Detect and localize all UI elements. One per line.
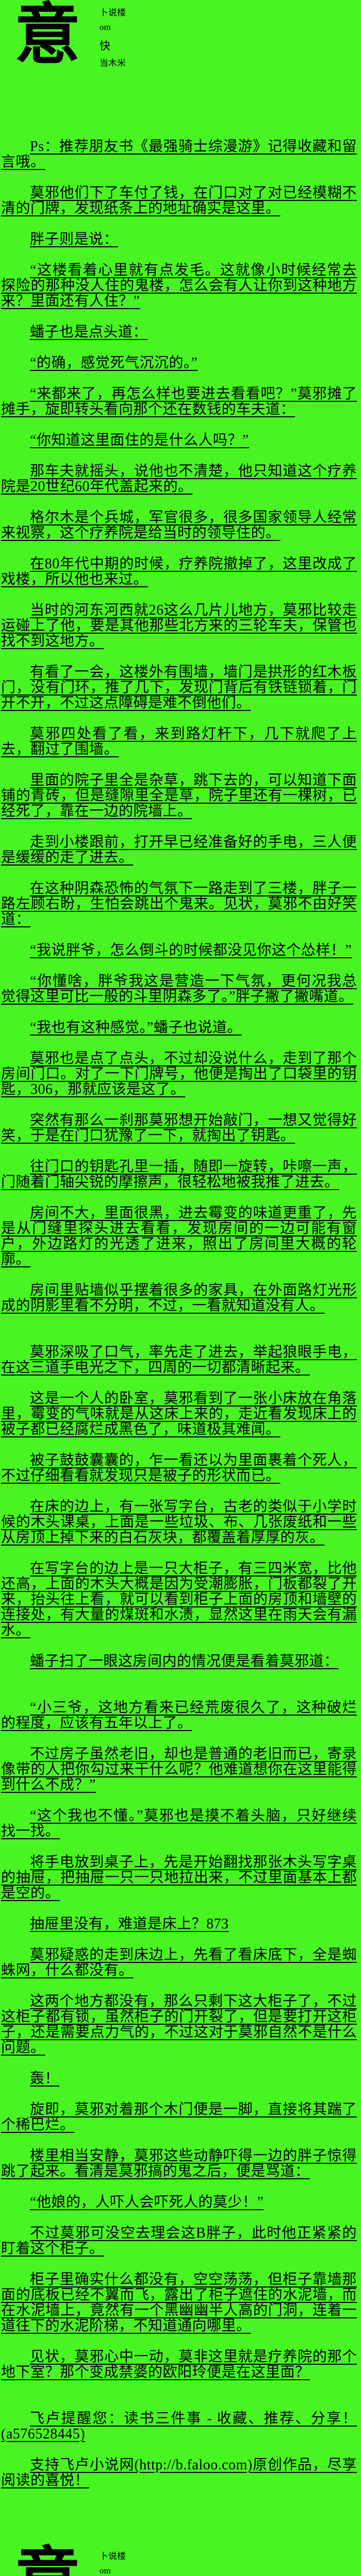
- novel-paragraph: 莫邪也是点了点头，不过却没说什么，走到了那个房间门口。对了一下门牌号，他便是掏出…: [1, 1050, 357, 1097]
- novel-paragraph: 不过莫邪可没空去理会这B胖子，此时他正紧紧的盯着这个柜子。: [1, 2225, 357, 2257]
- novel-paragraph: 里面的院子里全是杂草，跳下去的，可以知道下面铺的青砖，但是缝隙里全是草，院子里还…: [1, 772, 357, 819]
- watermark-fragments: 卜说楼 om 快 兑楼: [100, 2552, 126, 2576]
- watermark-bottom: 意 卜说楼 om 快 兑楼: [14, 2537, 126, 2576]
- novel-paragraph: 走到小楼跟前，打开早已经准备好的手电，三人便是缓缓的走了进去。: [1, 834, 357, 866]
- watermark-fragment: om: [100, 2566, 111, 2575]
- novel-paragraph: 房间里贴墙似乎摆着很多的家具，在外面路灯光形成的阴影里看不分明，不过，一看就知道…: [1, 1282, 357, 1314]
- novel-paragraph: 楼里相当安静，莫邪这些动静吓得一边的胖子惊得跳了起来。看清是莫邪搞的鬼之后，便是…: [1, 2148, 357, 2179]
- novel-text: Ps：推荐朋友书《最强骑士综漫游》记得收藏和留言哦。 莫邪他们下了车付了钱，在门口…: [0, 139, 361, 2504]
- novel-paragraph: 飞卢提醒您：读书三件事 - 收藏、推荐、分享！(a576528445): [1, 2411, 357, 2442]
- novel-paragraph: “来都来了，再怎么样也要进去看看吧？”莫邪摊了摊手，旋即转头看向那个还在数钱的车…: [1, 386, 357, 417]
- novel-paragraph: 这是一个人的卧室，莫邪看到了一张小床放在角落里，霉变的气味就是从这床上来的，走近…: [1, 1391, 357, 1437]
- novel-paragraph: 柜子里确实什么都没有，空空荡荡，但柜子靠墙那面的底板已经不翼而飞，露出了柜子遮住…: [1, 2272, 357, 2334]
- novel-paragraph: 突然有那么一刹那莫邪想开始敲门，一想又觉得好笑，于是在门口犹豫了一下，就掏出了钥…: [1, 1112, 357, 1144]
- watermark-fragment: 当木米: [100, 58, 126, 68]
- novel-paragraph: “你懂啥，胖爷我这是营造一下气氛，更何况我总觉得这里可比一般的斗里阴森多了。”胖…: [1, 973, 357, 1005]
- watermark-fragments: 卜说楼 om 快 当木米: [100, 8, 126, 73]
- novel-paragraph: 不过房子虽然老旧，却也是普通的老旧而已，寄录像带的人把你勾过来干什么呢？他难道想…: [1, 1746, 357, 1793]
- novel-paragraph: “这个我也不懂。”莫邪也是摸不着头脑，只好继续找一找。: [1, 1808, 357, 1839]
- watermark-big-char: 意: [14, 2537, 80, 2576]
- watermark-big-char: 意: [14, 0, 81, 72]
- novel-paragraph: 在床的边上，有一张写字台，古老的类似于小学时候的木头课桌，上面是一些垃圾、布、几…: [1, 1499, 357, 1546]
- novel-paragraph: 在80年代中期的时候，疗养院撤掉了，这里改成了戏楼，所以他也来过。: [1, 556, 357, 587]
- novel-paragraph: 将手电放到桌子上，先是开始翻找那张木头写字桌的抽屉，把抽屉一只一只地拉出来，不过…: [1, 1854, 357, 1901]
- novel-paragraph: 见状，莫邪心中一动，莫非这里就是疗养院的那个地下室？那个变成禁婆的欧阳玲便是在这…: [1, 2349, 357, 2380]
- novel-paragraph: 莫邪疑惑的走到床边上，先看了看床底下，全是蜘蛛网，什么都没有。: [1, 1947, 357, 1978]
- novel-paragraph: 格尔木是个兵城，军官很多，很多国家领导人经常来视察，这个疗养院是给当时的领导住的…: [1, 510, 357, 541]
- novel-paragraph: 莫邪四处看了看，来到路灯杆下，几下就爬了上去，翻过了围墙。: [1, 726, 357, 757]
- novel-paragraph: “这楼看着心里就有点发毛。这就像小时候经常去探险的那种没人住的鬼楼，怎么会有人让…: [1, 262, 357, 309]
- novel-paragraph: 轰！: [30, 2071, 60, 2087]
- novel-paragraph: 支持飞卢小说网(http://b.faloo.com)原创作品，尽享阅读的喜悦！: [1, 2457, 357, 2488]
- novel-paragraph: “的确，感觉死气沉沉的。”: [30, 355, 198, 371]
- novel-paragraph: 蟠子扫了一眼这房间内的情况便是看着莫邪道：: [30, 1653, 339, 1669]
- novel-paragraph: 被子鼓鼓囊囊的，乍一看还以为里面裹着个死人，不过仔细看看就发现只是被子的形状而已…: [1, 1452, 357, 1484]
- novel-paragraph: 莫邪深吸了口气，率先走了进去，举起狼眼手电，在这三道手电光之下，四周的一切都清晰…: [1, 1344, 357, 1376]
- novel-paragraph: 当时的河东河西就26这么几片儿地方，莫邪比较走运碰上了他，要是其他那些北方来的三…: [1, 602, 357, 649]
- novel-paragraph: Ps：推荐朋友书《最强骑士综漫游》记得收藏和留言哦。: [1, 139, 357, 170]
- novel-paragraph: 那车夫就摇头，说他也不清楚，他只知道这个疗养院是20世纪60年代盖起来的。: [1, 463, 357, 495]
- novel-paragraph: 抽屉里没有，难道是床上？873: [30, 1916, 229, 1932]
- novel-paragraph: 在这种阴森恐怖的气氛下一路走到了三楼，胖子一路左顾右盼，生怕会跳出个鬼来。见状，…: [1, 880, 357, 927]
- watermark-fragment: 快: [100, 40, 110, 52]
- novel-paragraph: “他娘的，人吓人会吓死人的莫少！”: [30, 2194, 264, 2210]
- novel-paragraph: “我也有这种感觉。”蟠子也说道。: [30, 1020, 242, 1036]
- watermark-fragment: om: [100, 22, 111, 32]
- novel-paragraph: 在写字台的边上是一只大柜子，有三四米宽，比他还高，上面的木头大概是因为受潮膨胀，…: [1, 1561, 357, 1638]
- watermark-fragment: 卜说楼: [100, 2551, 126, 2561]
- novel-paragraph: “你知道这里面住的是什么人吗？”: [30, 432, 249, 448]
- novel-paragraph: 往门口的钥匙孔里一插，随即一旋转，咔嚓一声，门随着门轴尖锐的摩擦声，很轻松地被我…: [1, 1159, 357, 1190]
- novel-paragraph: 蟠子也是点头道：: [30, 324, 148, 340]
- watermark-top: 意 卜说楼 om 快 当木米: [14, 0, 126, 76]
- novel-paragraph: 有看了一会，这楼外有围墙，墙门是拱形的红木板门，没有门环，推了几下，发现门背后有…: [1, 664, 357, 711]
- novel-paragraph: 莫邪他们下了车付了钱，在门口对了对已经模糊不清的门牌，发现纸条上的地址确实是这里…: [1, 185, 357, 216]
- novel-paragraph: 胖子则是说：: [30, 231, 119, 247]
- novel-paragraph: “我说胖爷，怎么倒斗的时候都没见你这个怂样！”: [30, 942, 352, 958]
- watermark-fragment: 卜说楼: [100, 8, 126, 18]
- novel-paragraph: 房间不大，里面很黑，进去霉变的味道更重了，先是从门缝里探头进去看看，发现房间的一…: [1, 1205, 357, 1267]
- novel-paragraph: “小三爷，这地方看来已经荒废很久了，这种破烂的程度，应该有五年以上了。: [1, 1700, 357, 1731]
- novel-paragraph: 这两个地方都没有，那么只剩下这大柜子了，不过这柜子都有锁，虽然柜子的门开裂了，但…: [1, 1993, 357, 2056]
- novel-paragraph: 旋即，莫邪对着那个木门便是一脚，直接将其踹了个稀巴烂。: [1, 2102, 357, 2133]
